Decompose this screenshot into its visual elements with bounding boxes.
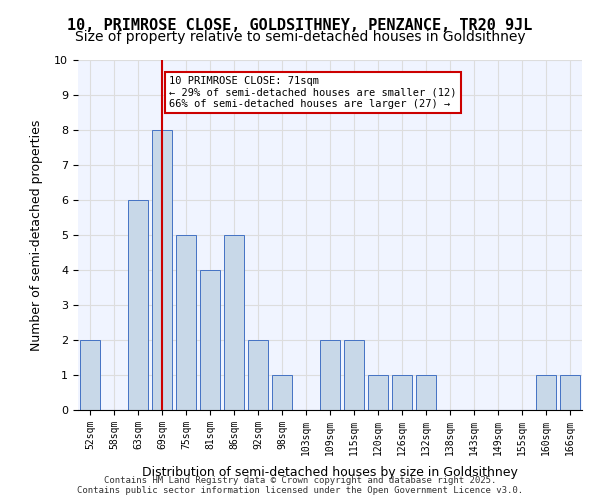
- Bar: [176, 235, 196, 410]
- Bar: [368, 375, 388, 410]
- Bar: [80, 340, 100, 410]
- X-axis label: Distribution of semi-detached houses by size in Goldsithney: Distribution of semi-detached houses by …: [142, 466, 518, 479]
- Text: 10 PRIMROSE CLOSE: 71sqm
← 29% of semi-detached houses are smaller (12)
66% of s: 10 PRIMROSE CLOSE: 71sqm ← 29% of semi-d…: [169, 76, 457, 109]
- Text: Size of property relative to semi-detached houses in Goldsithney: Size of property relative to semi-detach…: [74, 30, 526, 44]
- Y-axis label: Number of semi-detached properties: Number of semi-detached properties: [30, 120, 43, 350]
- Bar: [536, 375, 556, 410]
- Bar: [272, 375, 292, 410]
- Bar: [392, 375, 412, 410]
- Text: 10, PRIMROSE CLOSE, GOLDSITHNEY, PENZANCE, TR20 9JL: 10, PRIMROSE CLOSE, GOLDSITHNEY, PENZANC…: [67, 18, 533, 32]
- Bar: [248, 340, 268, 410]
- Text: Contains HM Land Registry data © Crown copyright and database right 2025.
Contai: Contains HM Land Registry data © Crown c…: [77, 476, 523, 495]
- Bar: [152, 130, 172, 410]
- Bar: [416, 375, 436, 410]
- Bar: [200, 270, 220, 410]
- Bar: [128, 200, 148, 410]
- Bar: [344, 340, 364, 410]
- Bar: [224, 235, 244, 410]
- Bar: [560, 375, 580, 410]
- Bar: [320, 340, 340, 410]
